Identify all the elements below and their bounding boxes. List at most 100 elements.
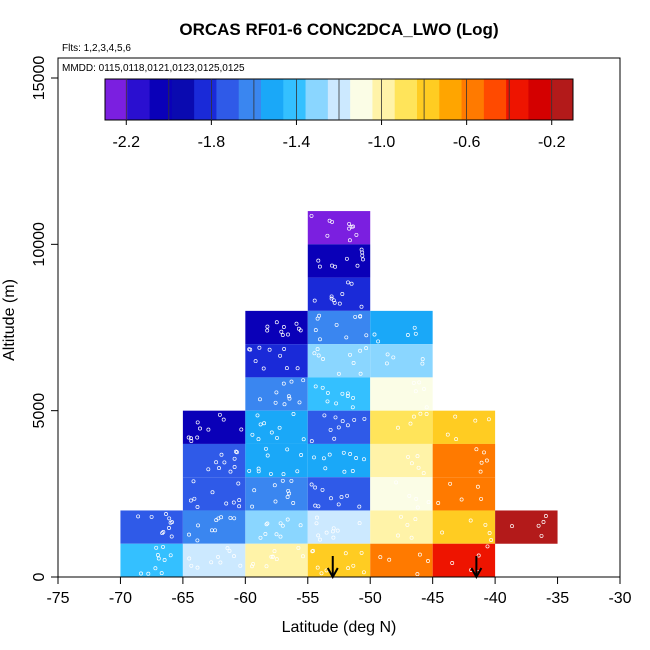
sample-point xyxy=(255,413,260,418)
sample-point xyxy=(483,522,488,527)
sample-point xyxy=(281,381,286,386)
sample-point xyxy=(161,544,165,549)
sample-point xyxy=(417,380,422,385)
sample-point xyxy=(273,499,278,504)
sample-point xyxy=(344,256,349,261)
heatmap-cell-6 xyxy=(245,344,308,378)
sample-point xyxy=(359,247,364,252)
sample-point xyxy=(268,471,273,476)
sample-point xyxy=(396,425,400,430)
sample-point xyxy=(413,331,418,336)
sample-point xyxy=(362,416,367,421)
sample-point xyxy=(344,335,349,340)
sample-point xyxy=(222,460,227,465)
sample-point xyxy=(341,450,346,455)
x-tick-label: -70 xyxy=(109,590,132,607)
sample-point xyxy=(355,263,360,268)
sample-point xyxy=(331,526,336,531)
heatmap-cells xyxy=(120,211,558,577)
sample-point xyxy=(396,533,400,538)
sample-point xyxy=(155,553,160,557)
sample-point xyxy=(286,332,290,337)
x-axis: -75 -70 -65 -60 -55 -50 -45 -40 -35 -30 xyxy=(46,576,632,607)
sample-point xyxy=(337,301,342,306)
sample-point xyxy=(359,550,364,555)
sample-point xyxy=(274,390,279,395)
heatmap-cell-4 xyxy=(307,310,371,345)
sample-point xyxy=(510,524,514,529)
sample-point xyxy=(536,523,541,528)
sample-point xyxy=(218,560,223,565)
sample-point xyxy=(478,469,483,474)
colorbar-segment-7 xyxy=(261,79,284,120)
sample-point xyxy=(347,226,352,231)
sample-point xyxy=(284,366,289,371)
sample-point xyxy=(473,418,478,423)
sample-point xyxy=(413,389,418,394)
sample-point xyxy=(422,387,426,391)
colorbar-segment-8 xyxy=(283,79,306,120)
sample-point xyxy=(301,437,306,442)
sample-point xyxy=(327,452,332,457)
colorbar-tick-label: -1.8 xyxy=(198,134,226,151)
sample-point xyxy=(232,456,237,461)
sample-point xyxy=(299,453,304,457)
sample-point xyxy=(315,347,320,352)
sample-point xyxy=(346,566,351,571)
colorbar-segment-14 xyxy=(417,79,440,120)
heatmap-cell-0 xyxy=(307,211,371,245)
sample-point xyxy=(231,500,236,505)
sample-point xyxy=(328,427,333,432)
sample-point xyxy=(167,526,171,530)
sample-point xyxy=(286,394,291,399)
sample-point xyxy=(479,460,484,465)
sample-point xyxy=(412,325,417,330)
sample-point xyxy=(489,538,494,542)
sample-point xyxy=(415,454,420,459)
sample-point xyxy=(309,482,314,487)
sample-point xyxy=(347,221,352,226)
sample-point xyxy=(272,483,277,488)
heatmap-cell-15 xyxy=(370,410,433,444)
colorbar-tick-label: -2.2 xyxy=(112,134,140,151)
sample-point xyxy=(195,435,200,440)
sample-point xyxy=(418,411,423,416)
sample-point xyxy=(167,516,172,521)
sample-point xyxy=(420,361,425,366)
sample-point xyxy=(248,347,253,352)
colorbar-segment-6 xyxy=(238,79,262,120)
sample-point xyxy=(186,435,191,440)
sample-point xyxy=(333,415,338,420)
sample-point xyxy=(459,497,464,502)
y-tick-label: 0 xyxy=(31,572,48,581)
sample-point xyxy=(228,515,233,520)
sample-point xyxy=(415,572,420,577)
sample-point xyxy=(275,435,279,440)
sample-point xyxy=(256,466,261,471)
sample-point xyxy=(358,371,363,376)
sample-point xyxy=(278,353,283,358)
sample-point xyxy=(412,414,416,419)
sample-point xyxy=(334,401,339,406)
sample-point xyxy=(196,523,200,528)
sample-point xyxy=(372,332,377,337)
sample-point xyxy=(420,357,425,362)
sample-point xyxy=(316,504,321,509)
chart-title: ORCAS RF01-6 CONC2DCA_LWO (Log) xyxy=(179,20,498,39)
x-tick-label: -50 xyxy=(359,590,382,607)
sample-point xyxy=(278,534,283,539)
sample-point xyxy=(219,515,224,520)
sample-point xyxy=(238,563,243,568)
sample-point xyxy=(358,348,363,353)
sample-point xyxy=(236,481,241,486)
sample-point xyxy=(232,465,237,469)
sample-point xyxy=(316,353,321,358)
sample-point xyxy=(250,564,254,569)
sample-point xyxy=(224,501,229,506)
heatmap-cell-26 xyxy=(432,477,496,511)
sample-point xyxy=(409,535,414,540)
sample-point xyxy=(358,314,363,319)
sample-point xyxy=(164,512,168,516)
sample-point xyxy=(336,425,341,430)
sample-point xyxy=(324,530,329,535)
